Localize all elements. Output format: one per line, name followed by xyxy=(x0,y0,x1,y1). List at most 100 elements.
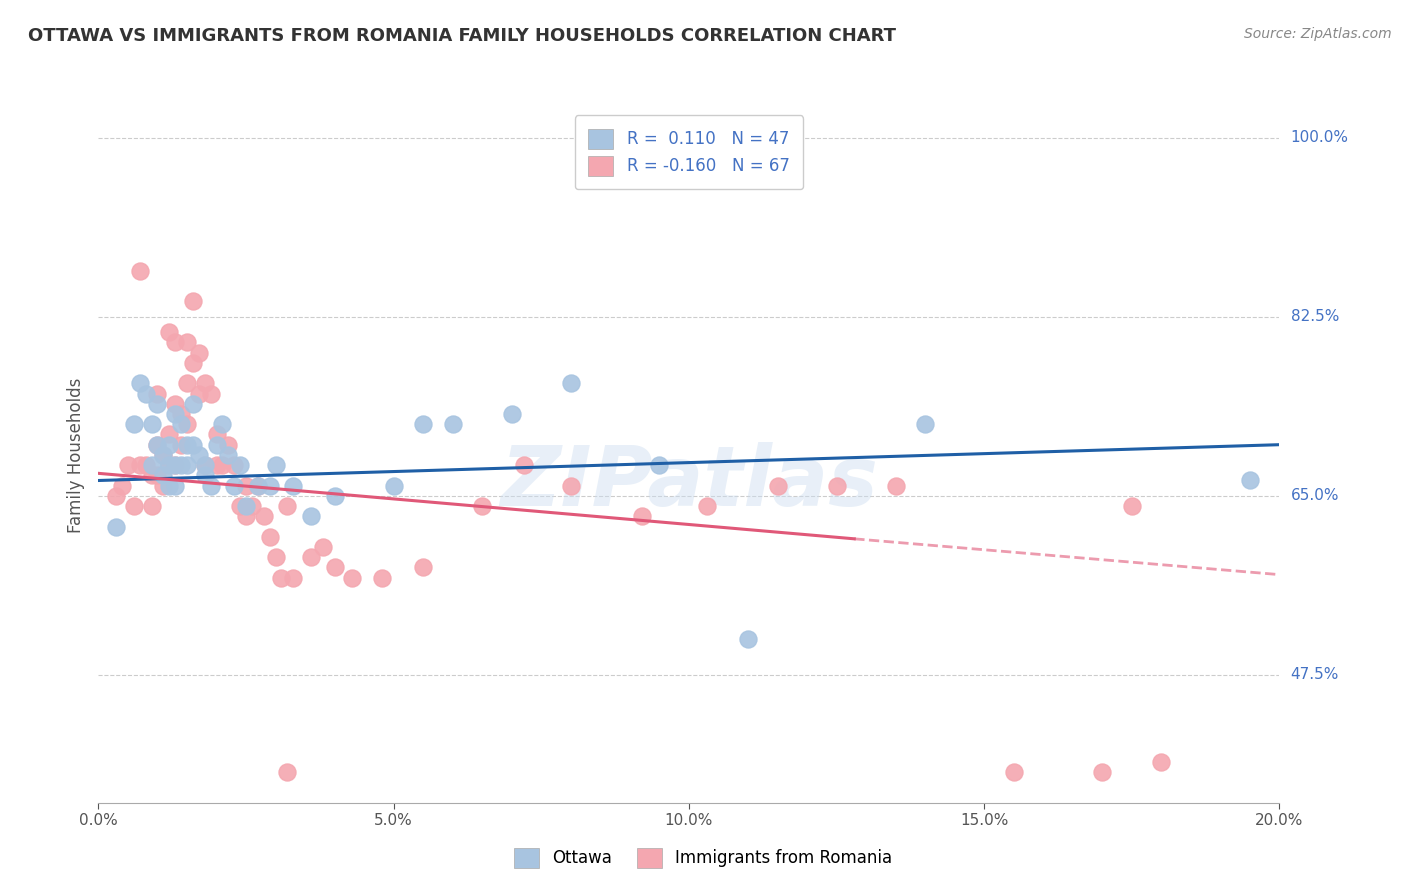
Point xyxy=(560,376,582,391)
Point xyxy=(276,765,298,780)
Point xyxy=(200,386,222,401)
Point xyxy=(648,458,671,472)
Point xyxy=(181,397,204,411)
Point xyxy=(1091,765,1114,780)
Point xyxy=(170,417,193,432)
Point xyxy=(696,499,718,513)
Point xyxy=(1121,499,1143,513)
Point xyxy=(170,438,193,452)
Point xyxy=(270,571,292,585)
Point xyxy=(141,468,163,483)
Point xyxy=(157,427,180,442)
Point xyxy=(246,478,269,492)
Point xyxy=(224,478,246,492)
Point xyxy=(259,530,281,544)
Legend: R =  0.110   N = 47, R = -0.160   N = 67: R = 0.110 N = 47, R = -0.160 N = 67 xyxy=(575,115,803,189)
Text: OTTAWA VS IMMIGRANTS FROM ROMANIA FAMILY HOUSEHOLDS CORRELATION CHART: OTTAWA VS IMMIGRANTS FROM ROMANIA FAMILY… xyxy=(28,27,896,45)
Point xyxy=(165,397,187,411)
Point xyxy=(176,417,198,432)
Point xyxy=(170,407,193,421)
Point xyxy=(264,458,287,472)
Point xyxy=(766,478,789,492)
Point xyxy=(157,458,180,472)
Point xyxy=(141,417,163,432)
Point xyxy=(176,376,198,391)
Point xyxy=(146,438,169,452)
Point xyxy=(259,478,281,492)
Point xyxy=(342,571,364,585)
Point xyxy=(181,438,204,452)
Point xyxy=(152,448,174,462)
Point xyxy=(187,386,209,401)
Point xyxy=(412,417,434,432)
Point xyxy=(128,376,150,391)
Point xyxy=(217,448,239,462)
Point xyxy=(105,519,128,533)
Point xyxy=(884,478,907,492)
Point xyxy=(157,478,180,492)
Point xyxy=(157,438,180,452)
Point xyxy=(211,417,233,432)
Point xyxy=(501,407,523,421)
Point xyxy=(141,458,163,472)
Point xyxy=(205,438,228,452)
Point xyxy=(299,550,322,565)
Point xyxy=(141,499,163,513)
Point xyxy=(240,499,263,513)
Point xyxy=(825,478,848,492)
Point xyxy=(323,489,346,503)
Point xyxy=(323,560,346,574)
Text: Source: ZipAtlas.com: Source: ZipAtlas.com xyxy=(1244,27,1392,41)
Point xyxy=(181,294,204,309)
Point xyxy=(176,335,198,350)
Point xyxy=(211,458,233,472)
Point xyxy=(630,509,652,524)
Point xyxy=(152,448,174,462)
Point xyxy=(157,458,180,472)
Point xyxy=(224,458,246,472)
Point xyxy=(229,458,252,472)
Point xyxy=(105,489,128,503)
Point xyxy=(187,448,209,462)
Point xyxy=(276,499,298,513)
Text: 65.0%: 65.0% xyxy=(1291,488,1339,503)
Point xyxy=(235,478,257,492)
Point xyxy=(165,335,187,350)
Point xyxy=(914,417,936,432)
Point xyxy=(146,468,169,483)
Point xyxy=(181,356,204,370)
Point xyxy=(146,397,169,411)
Point xyxy=(312,540,335,554)
Point xyxy=(412,560,434,574)
Point xyxy=(283,571,305,585)
Point xyxy=(371,571,394,585)
Point xyxy=(235,509,257,524)
Point xyxy=(170,458,193,472)
Text: 100.0%: 100.0% xyxy=(1291,130,1348,145)
Point xyxy=(1150,755,1173,769)
Point xyxy=(264,550,287,565)
Point xyxy=(246,478,269,492)
Point xyxy=(135,386,157,401)
Text: 47.5%: 47.5% xyxy=(1291,667,1339,682)
Point xyxy=(382,478,405,492)
Point xyxy=(1002,765,1025,780)
Point xyxy=(128,264,150,278)
Point xyxy=(117,458,139,472)
Point xyxy=(560,478,582,492)
Point xyxy=(176,438,198,452)
Point xyxy=(194,458,217,472)
Point xyxy=(187,345,209,359)
Point xyxy=(176,458,198,472)
Point xyxy=(111,478,134,492)
Point xyxy=(194,458,217,472)
Point xyxy=(299,509,322,524)
Point xyxy=(165,478,187,492)
Point xyxy=(165,407,187,421)
Point xyxy=(441,417,464,432)
Point xyxy=(737,632,759,646)
Point xyxy=(471,499,494,513)
Point xyxy=(122,499,145,513)
Point xyxy=(229,499,252,513)
Point xyxy=(194,376,217,391)
